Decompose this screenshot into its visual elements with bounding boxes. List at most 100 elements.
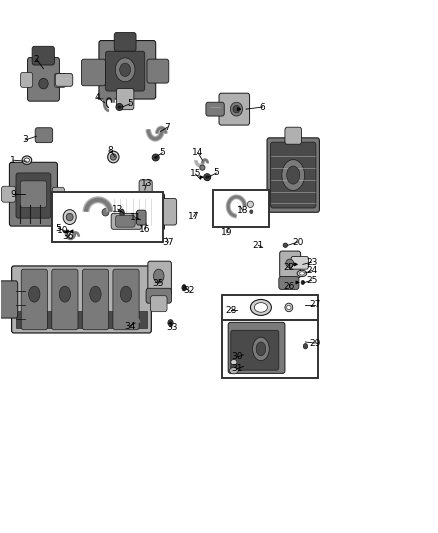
Text: 12: 12	[112, 205, 124, 214]
Text: 29: 29	[309, 338, 321, 348]
Bar	[222, 295, 318, 320]
FancyBboxPatch shape	[12, 266, 151, 333]
FancyBboxPatch shape	[291, 256, 308, 269]
Ellipse shape	[102, 208, 109, 216]
FancyBboxPatch shape	[206, 102, 224, 116]
FancyBboxPatch shape	[219, 93, 250, 125]
Bar	[15, 311, 148, 328]
FancyBboxPatch shape	[32, 46, 54, 65]
FancyBboxPatch shape	[271, 142, 316, 208]
Text: 22: 22	[283, 263, 294, 272]
Ellipse shape	[66, 213, 73, 221]
FancyBboxPatch shape	[228, 322, 285, 373]
Ellipse shape	[39, 78, 48, 89]
Text: 13: 13	[141, 179, 152, 188]
Text: 34: 34	[124, 321, 136, 330]
Text: 36: 36	[62, 232, 74, 241]
FancyBboxPatch shape	[82, 269, 109, 330]
Ellipse shape	[282, 160, 304, 190]
Text: 31: 31	[232, 364, 243, 373]
Ellipse shape	[64, 228, 71, 235]
Ellipse shape	[287, 166, 300, 184]
Bar	[213, 190, 269, 227]
Ellipse shape	[231, 360, 237, 365]
Ellipse shape	[116, 103, 123, 110]
Bar	[213, 190, 269, 227]
FancyBboxPatch shape	[21, 72, 33, 87]
Text: 5: 5	[213, 168, 219, 177]
FancyBboxPatch shape	[116, 215, 135, 227]
FancyBboxPatch shape	[113, 269, 139, 330]
FancyBboxPatch shape	[98, 202, 113, 222]
Ellipse shape	[152, 154, 159, 161]
Text: 24: 24	[306, 266, 317, 275]
FancyBboxPatch shape	[114, 33, 136, 51]
Ellipse shape	[169, 321, 172, 325]
Ellipse shape	[153, 269, 164, 283]
Text: 21: 21	[253, 241, 264, 250]
Text: 27: 27	[309, 300, 321, 309]
Text: 11: 11	[130, 213, 142, 222]
Text: 33: 33	[166, 322, 177, 332]
Bar	[52, 192, 163, 242]
FancyBboxPatch shape	[52, 187, 64, 201]
Text: 28: 28	[226, 305, 237, 314]
FancyBboxPatch shape	[16, 173, 51, 218]
Ellipse shape	[59, 286, 71, 302]
Ellipse shape	[182, 285, 186, 291]
Ellipse shape	[230, 368, 238, 374]
Ellipse shape	[110, 154, 117, 160]
Ellipse shape	[24, 158, 29, 163]
Text: 6: 6	[260, 102, 265, 111]
Text: 37: 37	[162, 238, 174, 247]
FancyBboxPatch shape	[280, 251, 300, 278]
Ellipse shape	[205, 175, 209, 179]
Text: 5: 5	[127, 99, 133, 108]
FancyBboxPatch shape	[55, 74, 73, 86]
Ellipse shape	[108, 151, 119, 163]
Text: 25: 25	[306, 276, 317, 285]
FancyBboxPatch shape	[20, 181, 46, 207]
FancyBboxPatch shape	[81, 59, 106, 86]
Ellipse shape	[115, 58, 135, 82]
Ellipse shape	[66, 230, 69, 233]
Ellipse shape	[250, 210, 253, 214]
Text: 5: 5	[159, 148, 165, 157]
FancyBboxPatch shape	[285, 127, 301, 144]
Text: 26: 26	[283, 282, 294, 291]
FancyBboxPatch shape	[52, 269, 78, 330]
FancyBboxPatch shape	[111, 213, 142, 229]
Ellipse shape	[301, 280, 304, 285]
Text: 35: 35	[152, 279, 164, 288]
Text: 19: 19	[221, 228, 233, 237]
FancyBboxPatch shape	[147, 59, 169, 83]
FancyBboxPatch shape	[28, 58, 60, 101]
FancyBboxPatch shape	[10, 163, 57, 226]
Text: 16: 16	[139, 225, 151, 234]
FancyBboxPatch shape	[150, 296, 167, 312]
FancyBboxPatch shape	[21, 269, 47, 330]
FancyBboxPatch shape	[117, 88, 134, 110]
Ellipse shape	[230, 102, 243, 116]
Ellipse shape	[297, 270, 307, 277]
Text: 20: 20	[292, 238, 303, 247]
Text: 8: 8	[108, 146, 113, 155]
Ellipse shape	[303, 344, 307, 349]
Ellipse shape	[154, 156, 157, 159]
Ellipse shape	[299, 272, 304, 275]
Text: 17: 17	[188, 212, 199, 221]
Ellipse shape	[120, 286, 132, 302]
FancyBboxPatch shape	[159, 198, 177, 225]
Ellipse shape	[286, 259, 293, 268]
Text: 4: 4	[95, 93, 100, 102]
Text: 10: 10	[57, 227, 68, 236]
FancyBboxPatch shape	[148, 261, 171, 296]
Ellipse shape	[285, 303, 293, 312]
Text: 18: 18	[237, 206, 248, 215]
Text: 3: 3	[22, 135, 28, 144]
FancyBboxPatch shape	[54, 74, 66, 87]
Text: 15: 15	[190, 169, 201, 179]
Ellipse shape	[204, 174, 211, 181]
Text: 1: 1	[10, 156, 16, 165]
Bar	[222, 295, 318, 320]
